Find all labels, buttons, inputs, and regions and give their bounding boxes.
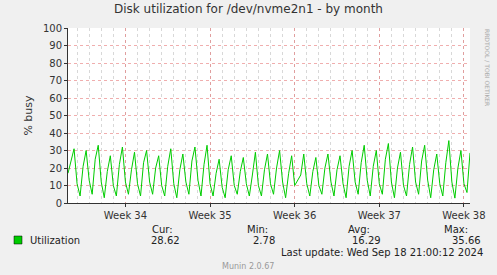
svg-text:0: 0: [56, 198, 62, 209]
svg-text:100: 100: [43, 23, 62, 34]
svg-text:40: 40: [49, 128, 62, 139]
svg-text:Week 36: Week 36: [273, 210, 316, 221]
svg-text:80: 80: [49, 58, 62, 69]
svg-text:Last update: Wed Sep 18 21:00:: Last update: Wed Sep 18 21:00:12 2024: [281, 247, 483, 258]
svg-text:Week 34: Week 34: [104, 210, 147, 221]
svg-text:Max:: Max:: [444, 224, 468, 235]
svg-text:2.78: 2.78: [253, 235, 275, 246]
svg-text:Munin 2.0.67: Munin 2.0.67: [222, 262, 274, 271]
svg-text:70: 70: [49, 75, 62, 86]
svg-text:Cur:: Cur:: [152, 224, 173, 235]
svg-text:90: 90: [49, 40, 62, 51]
svg-text:Week 37: Week 37: [358, 210, 401, 221]
svg-text:60: 60: [49, 93, 62, 104]
svg-text:Disk utilization for /dev/nvme: Disk utilization for /dev/nvme2n1 - by m…: [114, 2, 383, 16]
svg-text:35.66: 35.66: [452, 235, 481, 246]
svg-text:Week 35: Week 35: [188, 210, 231, 221]
svg-text:Utilization: Utilization: [30, 235, 80, 246]
svg-text:28.62: 28.62: [151, 235, 180, 246]
svg-text:50: 50: [49, 110, 62, 121]
svg-text:% busy: % busy: [22, 95, 35, 136]
svg-text:30: 30: [49, 145, 62, 156]
svg-text:RRDTOOL / TOBI OETIKER: RRDTOOL / TOBI OETIKER: [484, 29, 491, 106]
svg-text:Week 38: Week 38: [442, 210, 485, 221]
svg-text:Avg:: Avg:: [348, 224, 370, 235]
svg-text:Min:: Min:: [247, 224, 268, 235]
svg-text:10: 10: [49, 180, 62, 191]
svg-text:16.29: 16.29: [352, 235, 381, 246]
svg-text:20: 20: [49, 163, 62, 174]
